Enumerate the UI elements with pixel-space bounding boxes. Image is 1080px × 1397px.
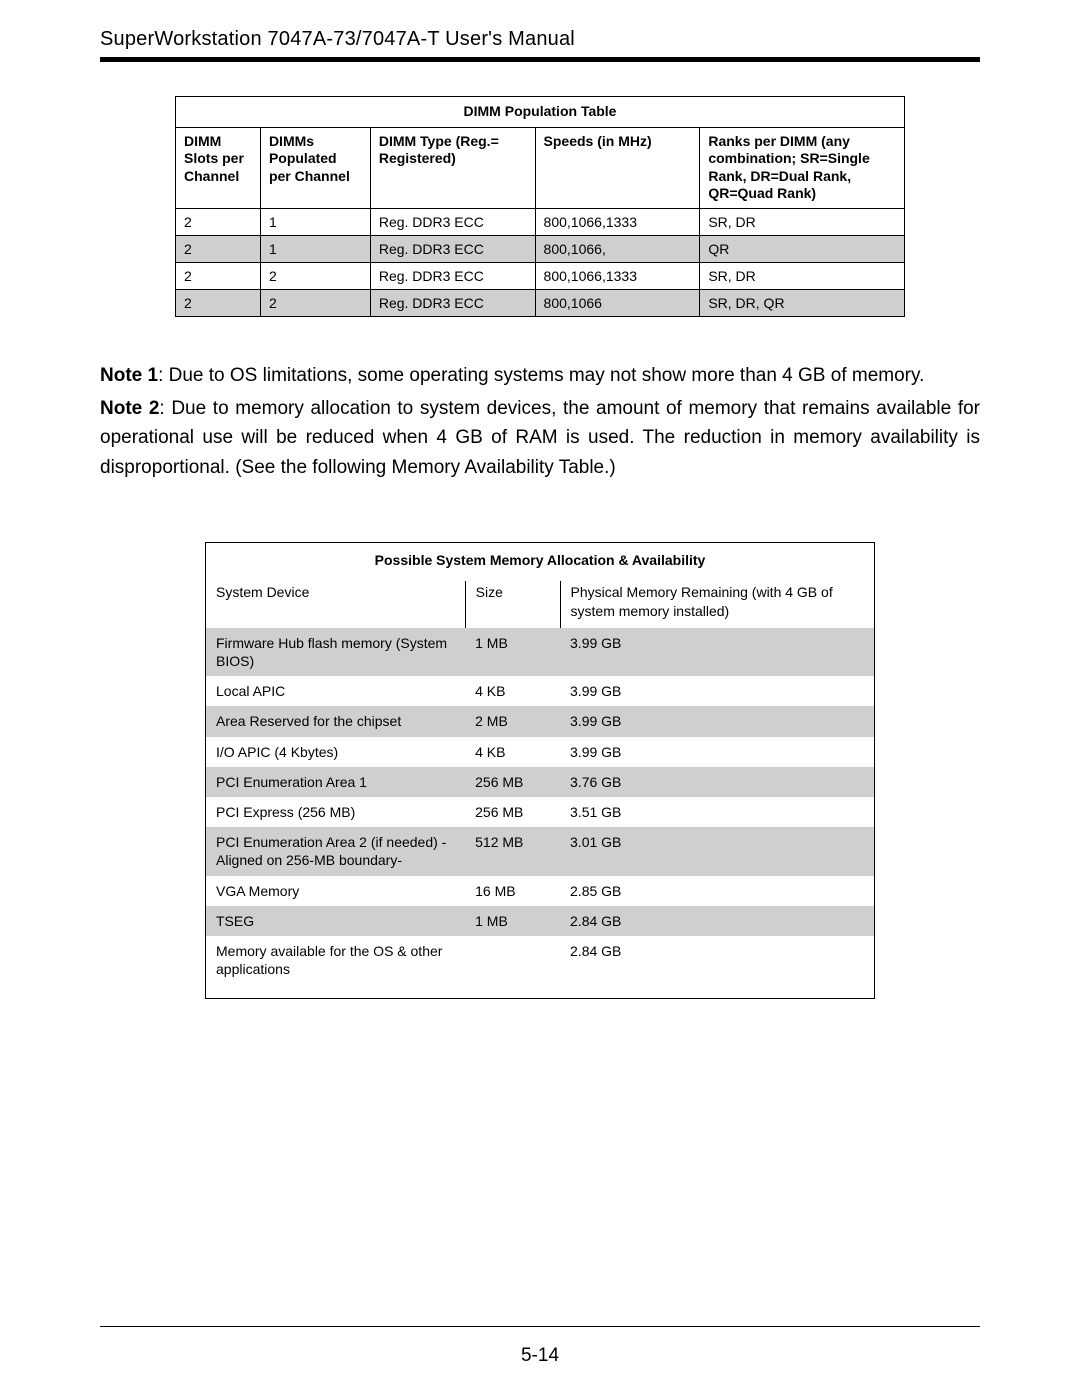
table-row: Firmware Hub flash memory (System BIOS)1…: [206, 628, 875, 676]
dimm-col-header: DIMM Slots per Channel: [176, 127, 261, 208]
note-2-text: : Due to memory allocation to system dev…: [100, 398, 980, 478]
table-cell: Reg. DDR3 ECC: [370, 235, 535, 262]
dimm-col-header: DIMM Type (Reg.= Registered): [370, 127, 535, 208]
dimm-col-header: Ranks per DIMM (any combination; SR=Sing…: [700, 127, 905, 208]
table-cell: Local APIC: [206, 676, 466, 706]
table-cell: Reg. DDR3 ECC: [370, 289, 535, 316]
table-cell: 2: [260, 262, 370, 289]
table-cell: 3.76 GB: [560, 767, 874, 797]
dimm-population-table: DIMM Population Table DIMM Slots per Cha…: [175, 96, 905, 317]
table-cell: 2.84 GB: [560, 906, 874, 936]
note-2: Note 2: Due to memory allocation to syst…: [100, 394, 980, 482]
table-cell: Firmware Hub flash memory (System BIOS): [206, 628, 466, 676]
table-cell: [465, 936, 560, 999]
table-cell: 800,1066,1333: [535, 262, 700, 289]
table-cell: 800,1066,: [535, 235, 700, 262]
dimm-table-title: DIMM Population Table: [176, 97, 905, 128]
table-row: PCI Enumeration Area 1256 MB3.76 GB: [206, 767, 875, 797]
table-cell: PCI Enumeration Area 2 (if needed) -Alig…: [206, 827, 466, 875]
dimm-col-header: Speeds (in MHz): [535, 127, 700, 208]
memory-allocation-table: Possible System Memory Allocation & Avai…: [205, 542, 875, 999]
table-cell: SR, DR, QR: [700, 289, 905, 316]
page-header-title: SuperWorkstation 7047A-73/7047A-T User's…: [100, 28, 980, 51]
table-cell: 2: [176, 262, 261, 289]
table-cell: VGA Memory: [206, 876, 466, 906]
header-divider: [100, 57, 980, 62]
page-number: 5-14: [0, 1345, 1080, 1367]
mem-table-title: Possible System Memory Allocation & Avai…: [206, 543, 875, 582]
table-cell: TSEG: [206, 906, 466, 936]
header-title-text: SuperWorkstation 7047A-73/7047A-T User's…: [100, 28, 575, 50]
table-row: Area Reserved for the chipset2 MB3.99 GB: [206, 706, 875, 736]
note-2-label: Note 2: [100, 398, 159, 419]
mem-col-header: Physical Memory Remaining (with 4 GB of …: [560, 581, 874, 627]
note-1: Note 1: Due to OS limitations, some oper…: [100, 361, 980, 390]
table-cell: 2: [260, 289, 370, 316]
table-cell: Memory available for the OS & other appl…: [206, 936, 466, 999]
table-row: Local APIC4 KB3.99 GB: [206, 676, 875, 706]
table-cell: 800,1066: [535, 289, 700, 316]
notes-section: Note 1: Due to OS limitations, some oper…: [100, 361, 980, 483]
table-cell: 4 KB: [465, 737, 560, 767]
table-row: 21Reg. DDR3 ECC800,1066,QR: [176, 235, 905, 262]
table-cell: 3.51 GB: [560, 797, 874, 827]
note-1-label: Note 1: [100, 365, 158, 386]
table-cell: SR, DR: [700, 208, 905, 235]
table-cell: 256 MB: [465, 797, 560, 827]
footer-divider: [100, 1326, 980, 1327]
table-row: PCI Express (256 MB)256 MB3.51 GB: [206, 797, 875, 827]
table-cell: QR: [700, 235, 905, 262]
table-cell: 4 KB: [465, 676, 560, 706]
table-cell: 1 MB: [465, 628, 560, 676]
table-cell: 3.01 GB: [560, 827, 874, 875]
table-row: TSEG1 MB2.84 GB: [206, 906, 875, 936]
table-cell: 1: [260, 208, 370, 235]
table-row: 22Reg. DDR3 ECC800,1066,1333SR, DR: [176, 262, 905, 289]
table-row: Memory available for the OS & other appl…: [206, 936, 875, 999]
table-row: 22Reg. DDR3 ECC800,1066SR, DR, QR: [176, 289, 905, 316]
table-cell: 2 MB: [465, 706, 560, 736]
table-cell: Reg. DDR3 ECC: [370, 262, 535, 289]
table-cell: 256 MB: [465, 767, 560, 797]
table-cell: 3.99 GB: [560, 737, 874, 767]
table-cell: 2: [176, 208, 261, 235]
table-cell: 1 MB: [465, 906, 560, 936]
table-cell: I/O APIC (4 Kbytes): [206, 737, 466, 767]
mem-col-header: System Device: [206, 581, 466, 627]
table-cell: 3.99 GB: [560, 676, 874, 706]
table-row: 21Reg. DDR3 ECC800,1066,1333SR, DR: [176, 208, 905, 235]
table-cell: Reg. DDR3 ECC: [370, 208, 535, 235]
table-cell: 3.99 GB: [560, 628, 874, 676]
table-cell: PCI Enumeration Area 1: [206, 767, 466, 797]
table-cell: 3.99 GB: [560, 706, 874, 736]
table-row: PCI Enumeration Area 2 (if needed) -Alig…: [206, 827, 875, 875]
table-cell: SR, DR: [700, 262, 905, 289]
table-row: VGA Memory16 MB2.85 GB: [206, 876, 875, 906]
table-cell: 2.84 GB: [560, 936, 874, 999]
table-cell: 16 MB: [465, 876, 560, 906]
table-cell: 1: [260, 235, 370, 262]
note-1-text: : Due to OS limitations, some operating …: [158, 365, 924, 386]
table-cell: 2: [176, 289, 261, 316]
dimm-col-header: DIMMs Populated per Channel: [260, 127, 370, 208]
table-cell: 2: [176, 235, 261, 262]
table-row: I/O APIC (4 Kbytes)4 KB3.99 GB: [206, 737, 875, 767]
table-cell: PCI Express (256 MB): [206, 797, 466, 827]
table-cell: 800,1066,1333: [535, 208, 700, 235]
mem-col-header: Size: [465, 581, 560, 627]
table-cell: 512 MB: [465, 827, 560, 875]
table-cell: 2.85 GB: [560, 876, 874, 906]
table-cell: Area Reserved for the chipset: [206, 706, 466, 736]
